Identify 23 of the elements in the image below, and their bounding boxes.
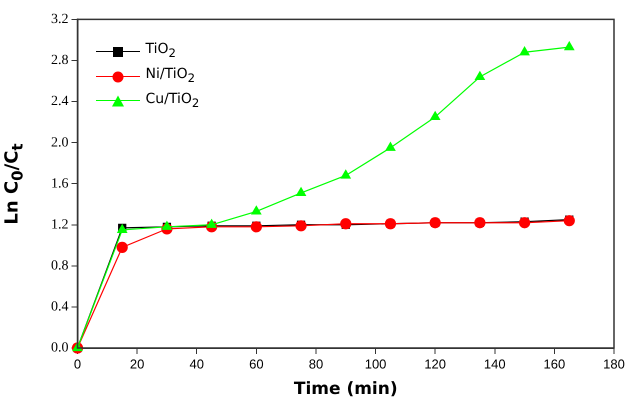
legend-label: TiO$_{2}$ (146, 40, 176, 62)
x-tick-label: 120 (424, 356, 446, 372)
y-tick-label: 0.0 (51, 340, 68, 356)
legend-label: Cu/TiO$_{2}$ (146, 90, 200, 112)
y-tick-label: 1.2 (51, 217, 68, 232)
y-tick-label: 0.8 (51, 258, 68, 274)
x-tick-label: 60 (249, 356, 264, 372)
x-tick-label: 0 (74, 356, 82, 372)
y-tick-label: 0.4 (51, 300, 68, 315)
y-tick-label: 3.2 (51, 12, 68, 28)
x-axis-title: Time (min) (294, 379, 398, 400)
x-tick-label: 140 (484, 356, 506, 372)
x-tick-label: 100 (364, 356, 386, 372)
x-tick-label: 160 (544, 356, 566, 372)
x-tick-label: 80 (308, 356, 324, 372)
x-tick-label: 180 (603, 356, 625, 372)
x-tick-label: 40 (189, 356, 204, 372)
y-tick-label: 2.8 (51, 53, 68, 68)
y-tick-label: 1.6 (51, 176, 68, 192)
y-tick-label: 2.4 (51, 94, 68, 110)
x-tick-label: 20 (130, 356, 144, 372)
y-tick-label: 2.0 (51, 135, 68, 150)
legend-label: Ni/TiO$_{2}$ (146, 65, 196, 87)
